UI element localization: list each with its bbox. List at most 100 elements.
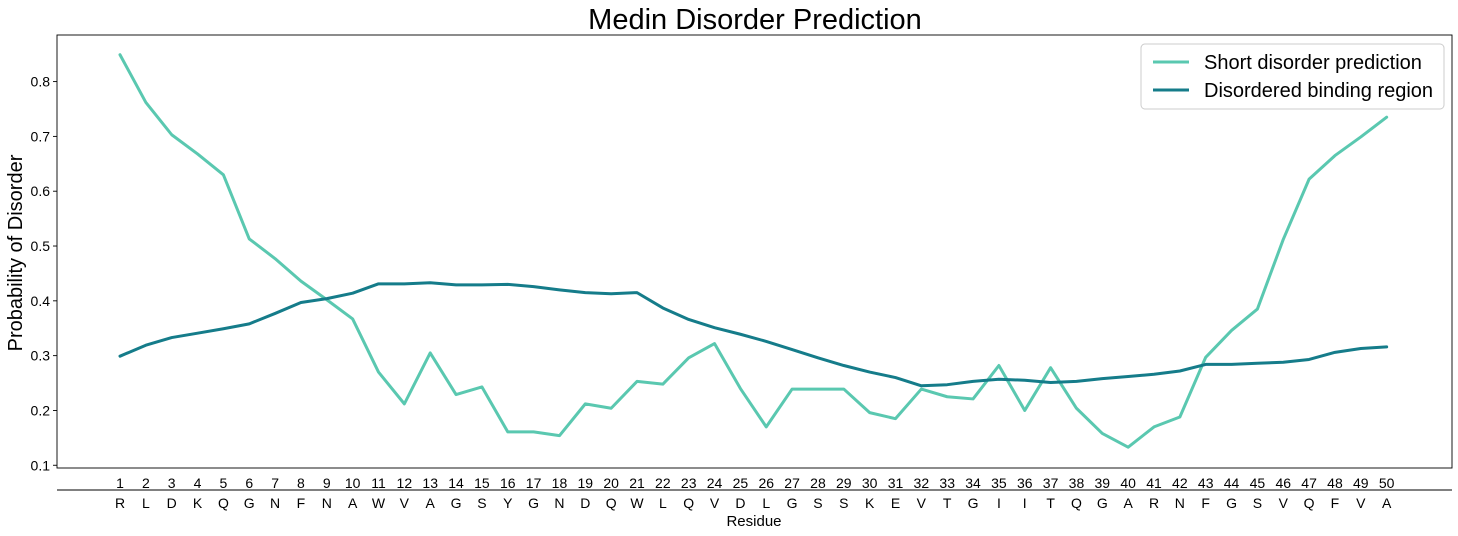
- residue-label: T: [943, 495, 952, 511]
- x-tick-label: 49: [1353, 475, 1369, 491]
- series-lines: [118, 53, 1389, 449]
- residue-label: V: [1356, 495, 1366, 511]
- x-tick-label: 6: [245, 475, 253, 491]
- x-tick-label: 46: [1275, 475, 1291, 491]
- residue-label: S: [839, 495, 848, 511]
- x-tick-label: 1: [116, 475, 124, 491]
- series-line-2: [118, 281, 1389, 388]
- x-axis-tick-labels: 1 2 3 4 5 6 7 8 9 10 11 12 13 14 15 16 17 18 19 20 21 22 23 24 2…: [116, 475, 1395, 491]
- y-tick-label: 0.7: [31, 128, 51, 144]
- residue-label: S: [1253, 495, 1262, 511]
- x-tick-label: 25: [733, 475, 749, 491]
- x-tick-label: 4: [194, 475, 202, 491]
- x-tick-label: 41: [1146, 475, 1162, 491]
- y-tick-label: 0.6: [31, 183, 51, 199]
- residue-label: Q: [683, 495, 694, 511]
- residue-label: N: [554, 495, 564, 511]
- x-tick-label: 18: [552, 475, 568, 491]
- residue-label: Q: [1304, 495, 1315, 511]
- residue-label: G: [787, 495, 798, 511]
- x-tick-label: 23: [681, 475, 697, 491]
- x-tick-label: 14: [448, 475, 464, 491]
- y-tick-label: 0.5: [31, 238, 51, 254]
- residue-label: E: [891, 495, 900, 511]
- x-tick-label: 29: [836, 475, 852, 491]
- residue-label: S: [477, 495, 486, 511]
- x-tick-label: 5: [220, 475, 228, 491]
- residue-label: A: [1382, 495, 1392, 511]
- x-tick-label: 30: [862, 475, 878, 491]
- residue-label: N: [322, 495, 332, 511]
- x-tick-label: 17: [526, 475, 542, 491]
- x-tick-label: 22: [655, 475, 671, 491]
- residue-label: R: [115, 495, 125, 511]
- x-tick-label: 42: [1172, 475, 1188, 491]
- x-tick-label: 10: [345, 475, 361, 491]
- residue-label: N: [1175, 495, 1185, 511]
- residue-label: R: [1149, 495, 1159, 511]
- y-tick-label: 0.1: [31, 457, 51, 473]
- residue-label: Y: [503, 495, 513, 511]
- x-tick-label: 34: [965, 475, 981, 491]
- x-tick-label: 9: [323, 475, 331, 491]
- legend-label-1: Short disorder prediction: [1204, 52, 1422, 74]
- x-tick-label: 20: [603, 475, 619, 491]
- y-tick-label: 0.8: [31, 74, 51, 90]
- x-tick-label: 43: [1198, 475, 1214, 491]
- x-tick-label: 13: [422, 475, 438, 491]
- x-tick-label: 32: [914, 475, 930, 491]
- residue-label: I: [997, 495, 1001, 511]
- plot-area-frame: [56, 34, 1453, 469]
- y-tick-label: 0.2: [31, 402, 51, 418]
- x-tick-label: 19: [578, 475, 594, 491]
- x-tick-label: 15: [474, 475, 490, 491]
- x-tick-label: 35: [991, 475, 1007, 491]
- residue-label: A: [348, 495, 358, 511]
- x-tick-label: 40: [1120, 475, 1136, 491]
- x-tick-label: 21: [629, 475, 645, 491]
- x-tick-label: 47: [1301, 475, 1317, 491]
- residue-label: Q: [1071, 495, 1082, 511]
- x-tick-label: 3: [168, 475, 176, 491]
- y-tick-label: 0.4: [31, 293, 51, 309]
- residue-label: G: [1226, 495, 1237, 511]
- residue-label: F: [1201, 495, 1210, 511]
- residue-label: F: [297, 495, 306, 511]
- x-axis-label: Residue: [726, 513, 781, 530]
- residue-label: D: [580, 495, 590, 511]
- residue-label: L: [762, 495, 770, 511]
- residue-label: Q: [218, 495, 229, 511]
- x-tick-label: 33: [939, 475, 955, 491]
- x-tick-label: 2: [142, 475, 150, 491]
- series-line-1: [118, 53, 1389, 449]
- x-tick-label: 8: [297, 475, 305, 491]
- residue-label: V: [917, 495, 927, 511]
- y-tick-label: 0.3: [31, 348, 51, 364]
- residue-label: K: [865, 495, 875, 511]
- residue-label: L: [659, 495, 667, 511]
- chart-title: Medin Disorder Prediction: [588, 4, 922, 36]
- legend-label-2: Disordered binding region: [1204, 80, 1433, 102]
- residue-label: V: [1279, 495, 1289, 511]
- y-axis: 0.1 0.2 0.3 0.4 0.5 0.6 0.7 0.8: [31, 74, 57, 473]
- residue-label: Q: [606, 495, 617, 511]
- legend-box: [1140, 43, 1445, 110]
- x-tick-label: 45: [1250, 475, 1266, 491]
- residue-label: G: [451, 495, 462, 511]
- x-tick-label: 48: [1327, 475, 1343, 491]
- residue-label: S: [813, 495, 822, 511]
- residue-label: T: [1046, 495, 1055, 511]
- residue-label: I: [1023, 495, 1027, 511]
- y-axis-label: Probability of Disorder: [5, 154, 27, 351]
- legend: Short disorder prediction Disordered bind…: [1140, 43, 1445, 110]
- residue-label: N: [270, 495, 280, 511]
- residue-label: D: [735, 495, 745, 511]
- x-tick-label: 7: [271, 475, 279, 491]
- x-tick-label: 38: [1069, 475, 1085, 491]
- residue-label: G: [528, 495, 539, 511]
- residue-label: V: [710, 495, 720, 511]
- residue-label: W: [372, 495, 386, 511]
- x-tick-label: 44: [1224, 475, 1240, 491]
